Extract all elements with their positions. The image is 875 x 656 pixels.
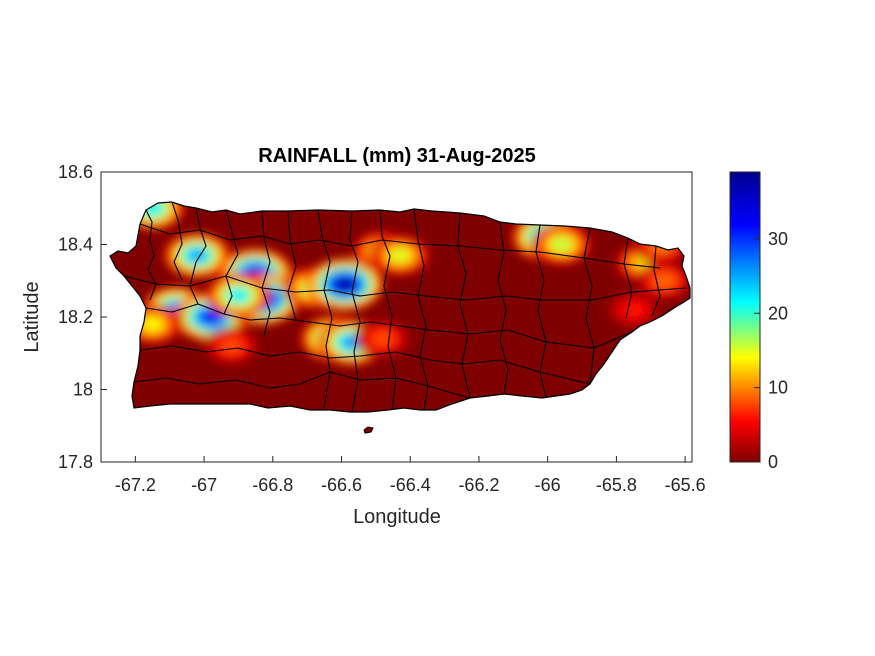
colorbar-gradient: [729, 171, 761, 463]
y-tick-label: 18: [73, 380, 93, 400]
x-tick-label: -65.6: [665, 475, 706, 495]
municipal-boundary-line: [189, 207, 207, 305]
municipal-boundary-line: [133, 371, 471, 399]
rain-contour: [389, 248, 410, 263]
x-tick-label: -65.8: [596, 475, 637, 495]
rain-cell: [204, 327, 260, 365]
rain-cell: [531, 223, 592, 266]
rain-cell: [163, 232, 231, 279]
rain-cell: [606, 291, 661, 328]
municipal-boundary-line: [497, 221, 509, 395]
chart-title: RAINFALL (mm) 31-Aug-2025: [258, 145, 535, 167]
y-tick-label: 18.2: [58, 307, 93, 327]
x-tick-label: -66.6: [321, 475, 362, 495]
rain-contour: [200, 310, 221, 324]
x-axis: -67.2 -67 -66.8 -66.6 -66.4 -66.2 -66 -65.8 -65.…: [115, 456, 706, 495]
x-tick-label: -66.2: [458, 475, 499, 495]
small-island: [363, 426, 374, 434]
municipal-boundary-line: [123, 275, 687, 301]
rain-contour: [654, 273, 675, 288]
x-tick-label: -66: [535, 475, 561, 495]
municipal-boundary-line: [171, 201, 183, 281]
colorbar-tick-label: 10: [768, 378, 788, 398]
rain-contour: [551, 237, 572, 252]
x-tick-label: -66.8: [252, 475, 293, 495]
x-tick-label: -67.2: [115, 475, 156, 495]
rainfall-map: [110, 202, 690, 412]
y-tick-label: 17.8: [58, 452, 93, 472]
y-tick-label: 18.4: [58, 235, 93, 255]
y-axis-label: Latitude: [21, 281, 43, 352]
municipal-boundary-line: [651, 245, 661, 317]
municipal-boundary-line: [623, 237, 633, 319]
rain-contour: [372, 331, 393, 346]
x-tick-label: -67: [191, 475, 217, 495]
municipal-boundary-line: [287, 210, 297, 321]
municipal-boundary-line: [139, 345, 591, 385]
y-axis: 18.6 18.4 18.2 18 17.8: [58, 162, 107, 472]
municipal-boundary-line: [145, 303, 633, 349]
x-axis-label: Longitude: [353, 506, 441, 528]
island-outline: [109, 201, 691, 413]
rain-contour: [334, 277, 355, 292]
municipal-boundary-line: [139, 223, 661, 269]
rain-contour: [142, 317, 163, 332]
colorbar-tick-label: 0: [768, 452, 778, 472]
municipal-boundary-line: [349, 210, 361, 413]
rain-cell: [205, 273, 272, 318]
colorbar: 30 20 10 0: [729, 171, 788, 472]
colorbar-tick-label: 20: [768, 303, 788, 323]
rain-contour: [228, 288, 249, 303]
y-tick-label: 18.6: [58, 162, 93, 182]
colorbar-tick-label: 30: [768, 229, 788, 249]
rain-cell: [355, 320, 411, 358]
rain-cell: [369, 234, 430, 276]
rain-contour: [221, 339, 242, 353]
municipal-boundaries: [123, 201, 687, 413]
municipal-boundary-line: [583, 227, 595, 385]
municipal-boundary-line: [379, 209, 397, 411]
municipal-boundary-line: [261, 210, 271, 337]
municipal-boundary-line: [223, 209, 239, 315]
x-tick-label: -66.4: [390, 475, 431, 495]
